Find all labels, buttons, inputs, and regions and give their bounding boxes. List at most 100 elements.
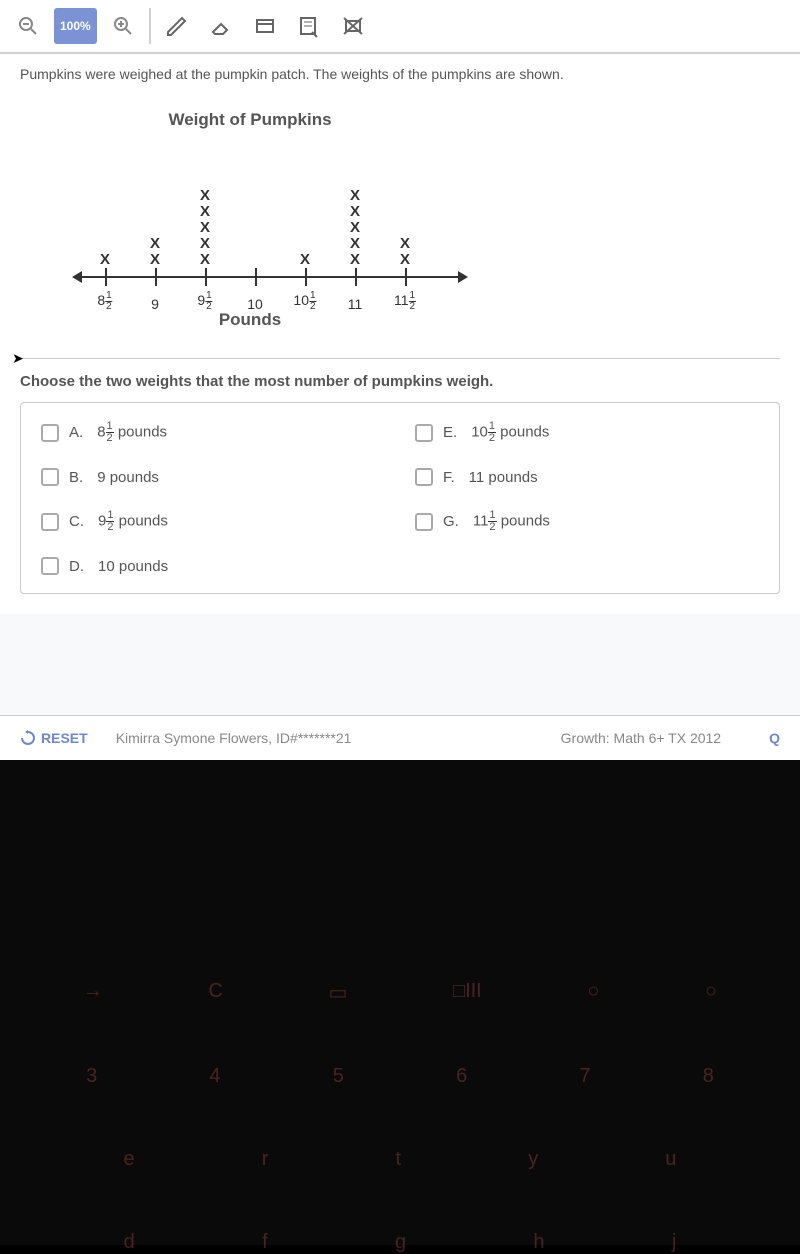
keyboard-key: 7: [579, 1065, 590, 1088]
zoom-out-button[interactable]: [10, 8, 46, 44]
tick-mark: [205, 268, 207, 286]
x-mark: X: [200, 235, 210, 252]
option-label: 9 pounds: [97, 469, 159, 486]
x-mark: X: [350, 219, 360, 236]
keyboard-key: 3: [86, 1065, 97, 1088]
keyboard-key: 5: [333, 1065, 344, 1088]
axis-label: Pounds: [80, 310, 420, 330]
tick-mark: [405, 268, 407, 286]
chart-container: Weight of Pumpkins 8129912101012111112XX…: [20, 100, 780, 340]
keyboard-key: r: [262, 1148, 269, 1171]
checkbox[interactable]: [41, 424, 59, 442]
checkbox[interactable]: [415, 424, 433, 442]
option-letter: C.: [69, 513, 84, 530]
checkbox[interactable]: [415, 513, 433, 531]
x-mark: X: [200, 219, 210, 236]
note-button[interactable]: [291, 8, 327, 44]
checkbox[interactable]: [415, 468, 433, 486]
tick-label: 11: [348, 296, 363, 312]
keyboard-key: 6: [456, 1065, 467, 1088]
tick-mark: [305, 268, 307, 286]
option-letter: B.: [69, 469, 83, 486]
keyboard-row: 3 4 5 6 7 8: [0, 1065, 800, 1088]
keyboard-row: dfghj: [0, 1231, 800, 1254]
answer-option[interactable]: A.812 pounds: [41, 421, 385, 444]
arrow-left: [72, 271, 82, 283]
x-mark: X: [350, 203, 360, 220]
answer-option[interactable]: G. 1112 pounds: [415, 510, 759, 533]
question-nav[interactable]: Q: [769, 730, 780, 746]
note-icon: [297, 14, 321, 38]
zoom-in-icon: [113, 16, 133, 36]
option-label: 912 pounds: [98, 510, 168, 533]
keyboard-key: u: [665, 1148, 676, 1171]
option-label: 10 pounds: [98, 558, 168, 575]
content-area: Pumpkins were weighed at the pumpkin pat…: [0, 54, 800, 614]
keyboard-row: ertyu: [0, 1148, 800, 1171]
x-mark: X: [350, 251, 360, 268]
line-plot: 8129912101012111112XXXXXXXXXXXXXXXX: [80, 136, 460, 306]
option-letter: A.: [69, 424, 83, 441]
keyboard-key: t: [396, 1148, 402, 1171]
checkbox[interactable]: [41, 468, 59, 486]
checkbox[interactable]: [41, 557, 59, 575]
x-mark: X: [200, 203, 210, 220]
keyboard-key: j: [672, 1231, 676, 1254]
keyboard-row: →C▭□III○○: [0, 980, 800, 1005]
keyboard-key: d: [124, 1231, 135, 1254]
x-mark: X: [300, 251, 310, 268]
pencil-icon: [165, 14, 189, 38]
reset-button[interactable]: RESET: [20, 730, 88, 746]
toolbar-divider: [149, 8, 151, 44]
footer-bar: RESET Kimirra Symone Flowers, ID#*******…: [0, 715, 800, 760]
x-mark: X: [350, 235, 360, 252]
keyboard-key: C: [208, 980, 222, 1005]
keyboard-key: →: [83, 980, 103, 1005]
option-letter: G.: [443, 513, 459, 530]
x-mark: X: [150, 235, 160, 252]
x-mark: X: [100, 251, 110, 268]
tick-label: 1112: [394, 291, 416, 312]
keyboard-key: □III: [453, 980, 482, 1005]
keyboard-key: h: [533, 1231, 544, 1254]
zoom-out-icon: [18, 16, 38, 36]
x-mark: X: [350, 187, 360, 204]
keyboard-key: 4: [209, 1065, 220, 1088]
options-box: A.812 pounds E.1012 pounds B. 9 pounds F.11 …: [20, 402, 780, 594]
answer-option[interactable]: F.11 pounds: [415, 468, 759, 486]
highlight-button[interactable]: [247, 8, 283, 44]
answer-option[interactable]: D. 10 pounds: [41, 557, 385, 575]
tick-label: 10: [247, 296, 263, 312]
zoom-level-button[interactable]: 100%: [54, 8, 97, 44]
pencil-button[interactable]: [159, 8, 195, 44]
answer-option[interactable]: C. 912 pounds: [41, 510, 385, 533]
keyboard-key: y: [528, 1148, 538, 1171]
instruction-text: Choose the two weights that the most num…: [20, 359, 780, 402]
option-letter: E.: [443, 424, 457, 441]
keyboard-key: ▭: [328, 980, 347, 1005]
option-letter: D.: [69, 558, 84, 575]
number-line: [80, 276, 460, 278]
answer-option[interactable]: E.1012 pounds: [415, 421, 759, 444]
zoom-in-button[interactable]: [105, 8, 141, 44]
x-mark: X: [400, 235, 410, 252]
keyboard-key: 8: [703, 1065, 714, 1088]
x-mark: X: [400, 251, 410, 268]
answer-option[interactable]: B. 9 pounds: [41, 468, 385, 486]
tick-label: 912: [197, 291, 212, 312]
x-mark: X: [200, 251, 210, 268]
eraser-button[interactable]: [203, 8, 239, 44]
physical-keyboard: →C▭□III○○ 345678 ertyu dfghj: [0, 760, 800, 1245]
strike-button[interactable]: [335, 8, 371, 44]
toolbar: 100%: [0, 0, 800, 54]
student-info: Kimirra Symone Flowers, ID#*******21: [116, 730, 352, 746]
tick-label: 1012: [293, 291, 316, 312]
checkbox[interactable]: [41, 513, 59, 531]
app-screen: ➤ 100% Pumpkins were weighed at the pump…: [0, 0, 800, 760]
reset-icon: [20, 730, 36, 746]
eraser-icon: [209, 14, 233, 38]
option-label: 11 pounds: [469, 469, 538, 486]
tick-mark: [155, 268, 157, 286]
option-label: 1112 pounds: [473, 510, 550, 533]
highlight-icon: [253, 14, 277, 38]
